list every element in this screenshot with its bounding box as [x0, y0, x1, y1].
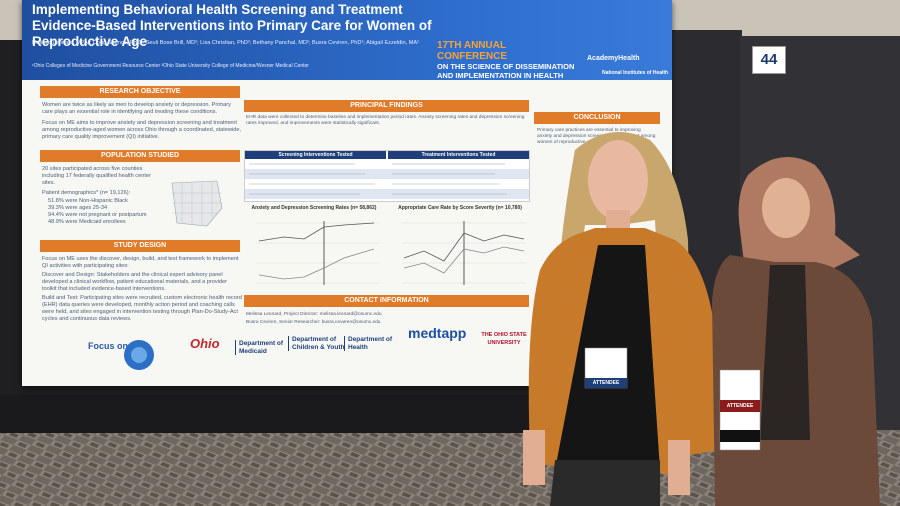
section-text: EHR data were collected to determine bas…	[246, 115, 525, 126]
booth-number: 44	[752, 46, 786, 74]
conference-logo: 17TH ANNUAL CONFERENCE ON THE SCIENCE OF…	[437, 40, 577, 80]
poster-title: Implementing Behavioral Health Screening…	[32, 2, 432, 49]
logo: Department of Medicaid	[235, 340, 287, 355]
logo: Department of Health	[344, 336, 396, 351]
section-heading: CONCLUSION	[534, 112, 660, 124]
section-heading: POPULATION STUDIED	[40, 150, 240, 162]
section-text: Focus on ME aims to improve anxiety and …	[42, 120, 242, 140]
logo: THE OHIO STATE UNIVERSITY	[481, 332, 527, 346]
section-text: Discover and Design: Stakeholders and th…	[42, 272, 228, 292]
sponsor: AcademyHealth	[587, 55, 640, 62]
poster-charts	[256, 221, 526, 285]
chart-title: Appropriate Care Rate by Score Severity …	[398, 205, 522, 211]
table-rows	[245, 163, 529, 199]
section-heading: CONTACT INFORMATION	[244, 295, 529, 307]
section-text: 20 sites participated across five counti…	[42, 166, 151, 186]
badge-label: ATTENDEE	[592, 380, 620, 386]
section-heading: PRINCIPAL FINDINGS	[244, 100, 529, 112]
conference-name: 17TH ANNUAL CONFERENCE	[437, 40, 508, 62]
section-text: Patient demographics* (n= 19,126):	[42, 190, 131, 196]
section-text: Primary care practices are essential to …	[537, 128, 656, 145]
logo: Ohio	[190, 336, 220, 351]
poster-authors: Melissa Leonard, MPA¹; Doug Spence, PhD¹…	[32, 40, 419, 46]
table-header: Treatment Interventions Tested	[388, 151, 529, 159]
logo: Focus on ME	[88, 341, 144, 351]
conference-subtitle: ON THE SCIENCE OF DISSEMINATION AND IMPL…	[437, 62, 575, 80]
bullet: 51.8% were Non-Hispanic Black	[48, 198, 128, 204]
ohio-map	[171, 180, 223, 227]
badge-label: ATTENDEE	[726, 403, 754, 409]
contact: Busra Ceviren, Senior Researcher: busra.…	[246, 320, 381, 325]
sponsor: National Institutes of Health	[602, 70, 669, 76]
contact: Melissa Leonard, Project Director: melis…	[246, 312, 382, 317]
logo: medtapp	[408, 325, 467, 341]
poster-header: Implementing Behavioral Health Screening…	[22, 0, 672, 80]
section-text: Focus on ME uses the discover, design, b…	[42, 256, 239, 269]
table-header: Screening Interventions Tested	[245, 151, 386, 159]
logo-circle	[124, 340, 154, 370]
logo: Department of Children & Youth	[288, 336, 348, 351]
bullet: 48.9% were Medicaid enrollees	[48, 219, 126, 225]
bullet: 94.4% were not pregnant or postpartum	[48, 212, 147, 218]
section-heading: RESEARCH OBJECTIVE	[40, 86, 240, 98]
poster-affiliations: ¹Ohio Colleges of Medicine Government Re…	[32, 63, 309, 69]
section-text: Women are twice as likely as men to deve…	[42, 102, 231, 115]
interventions-table: Screening Interventions Tested Treatment…	[244, 150, 530, 202]
section-text: Build and Test: Participating sites were…	[42, 295, 242, 322]
chart-title: Anxiety and Depression Screening Rates (…	[251, 205, 377, 211]
section-heading: STUDY DESIGN	[40, 240, 240, 252]
bullet: 39.3% were ages 25-34	[48, 205, 108, 211]
